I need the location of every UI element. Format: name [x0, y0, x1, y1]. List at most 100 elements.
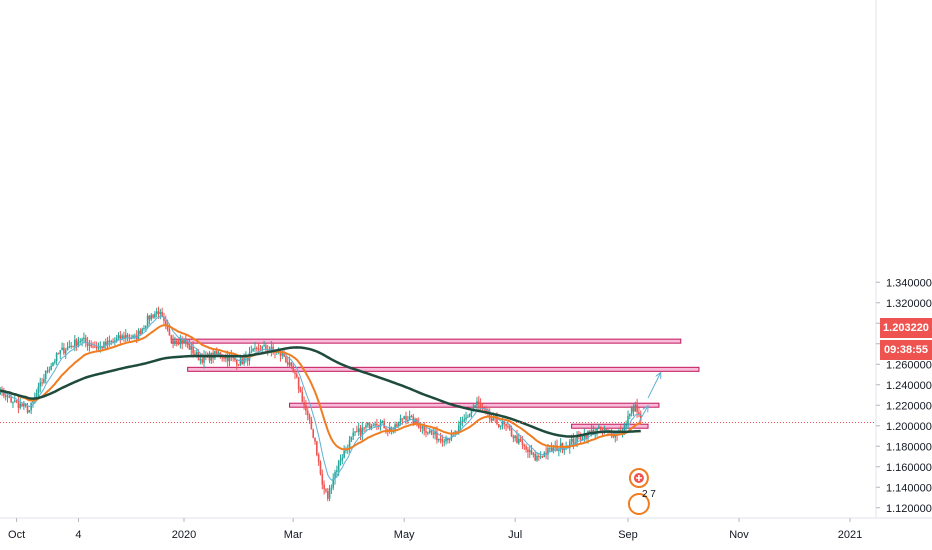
candle-body: [612, 436, 615, 438]
candle-body: [490, 418, 493, 421]
candle-body: [439, 438, 442, 440]
candle-body: [588, 431, 591, 433]
candle-body: [428, 430, 431, 433]
resistance-zone[interactable]: [170, 338, 682, 344]
candle-body: [316, 441, 318, 455]
candle-body: [124, 334, 127, 339]
candle-body: [339, 460, 342, 462]
calendar-icon[interactable]: [627, 493, 650, 515]
candle-body: [265, 345, 267, 350]
candle-body: [123, 335, 125, 339]
candle-body: [168, 329, 171, 336]
plus-glyph: [635, 475, 642, 481]
candle-body: [152, 314, 154, 318]
candle-body: [286, 362, 289, 365]
candle-body: [570, 438, 573, 442]
candle-body: [399, 418, 402, 422]
projection-arrow[interactable]: [638, 406, 648, 423]
candle-body: [190, 346, 193, 350]
candle-body: [74, 339, 76, 347]
candle-body: [357, 428, 360, 432]
candle-body: [477, 401, 480, 405]
resistance-zone[interactable]: [289, 402, 660, 408]
candle-body: [106, 340, 109, 345]
candle-body: [432, 432, 435, 435]
candle-body: [381, 421, 384, 423]
candle-body: [319, 461, 322, 475]
y-tick-label: 1.200000: [886, 421, 932, 433]
candle-body: [201, 359, 203, 363]
x-tick-label: 2020: [172, 529, 196, 541]
candle-body: [314, 437, 316, 442]
candle-body: [634, 404, 637, 412]
candle-body: [166, 325, 169, 330]
candle-body: [288, 362, 291, 365]
candle-body: [117, 335, 120, 339]
candle-body: [488, 412, 491, 419]
candle-body: [638, 412, 640, 415]
candle-body: [54, 361, 56, 363]
candle-body: [24, 403, 27, 406]
candle-body: [223, 357, 225, 359]
candle-body: [194, 353, 196, 355]
candle-body: [457, 425, 460, 432]
candle-body: [257, 348, 260, 350]
candle-body: [496, 418, 498, 424]
candle-body: [479, 404, 482, 407]
y-tick-label: 1.120000: [886, 503, 932, 515]
candle-body: [430, 430, 433, 433]
candle-body: [290, 362, 293, 367]
candle-body: [115, 338, 118, 341]
candle-body: [32, 400, 34, 403]
candle-body: [228, 355, 231, 362]
candle-body: [370, 426, 373, 429]
candle-body: [541, 456, 544, 458]
candle-body: [579, 436, 582, 440]
candle-body: [86, 341, 89, 346]
projection-arrow[interactable]: [647, 372, 661, 399]
candle-body: [352, 432, 355, 437]
candle-body: [35, 393, 38, 397]
candle-body: [283, 353, 285, 357]
candle-body: [186, 343, 189, 345]
candle-body: [419, 427, 422, 429]
candle-body: [499, 425, 502, 428]
candle-body: [443, 441, 446, 443]
candle-body: [359, 428, 362, 435]
candle-body: [312, 429, 314, 438]
resistance-zone[interactable]: [571, 423, 649, 429]
resistance-zone[interactable]: [187, 366, 700, 372]
candle-body: [414, 418, 416, 425]
x-tick-label: Nov: [729, 529, 749, 541]
candle-body: [139, 330, 142, 335]
candle-body: [330, 487, 333, 489]
candle-body: [581, 439, 584, 441]
candle-body: [174, 341, 176, 343]
candle-body: [252, 349, 254, 352]
candle-body: [170, 335, 173, 340]
candle-body: [383, 421, 385, 429]
candle-body: [325, 489, 327, 492]
candle-body: [137, 330, 140, 340]
candle-body: [101, 346, 103, 349]
candle-body: [281, 353, 284, 356]
candle-body: [485, 408, 487, 412]
candle-body: [514, 435, 516, 439]
candle-body: [92, 346, 94, 348]
candle-body: [527, 449, 529, 452]
candle-body: [292, 366, 294, 373]
candle-body: [181, 339, 183, 344]
candle-body: [217, 352, 220, 354]
candle-body: [23, 403, 25, 407]
candle-body: [447, 437, 449, 441]
candle-body: [536, 455, 538, 461]
candle-body: [21, 403, 23, 407]
candle-body: [155, 311, 158, 314]
candle-body: [492, 417, 495, 421]
candle-body: [26, 405, 29, 413]
candle-body: [603, 429, 606, 431]
candle-body: [108, 340, 111, 342]
candle-body: [310, 419, 313, 430]
candle-body: [77, 341, 80, 346]
